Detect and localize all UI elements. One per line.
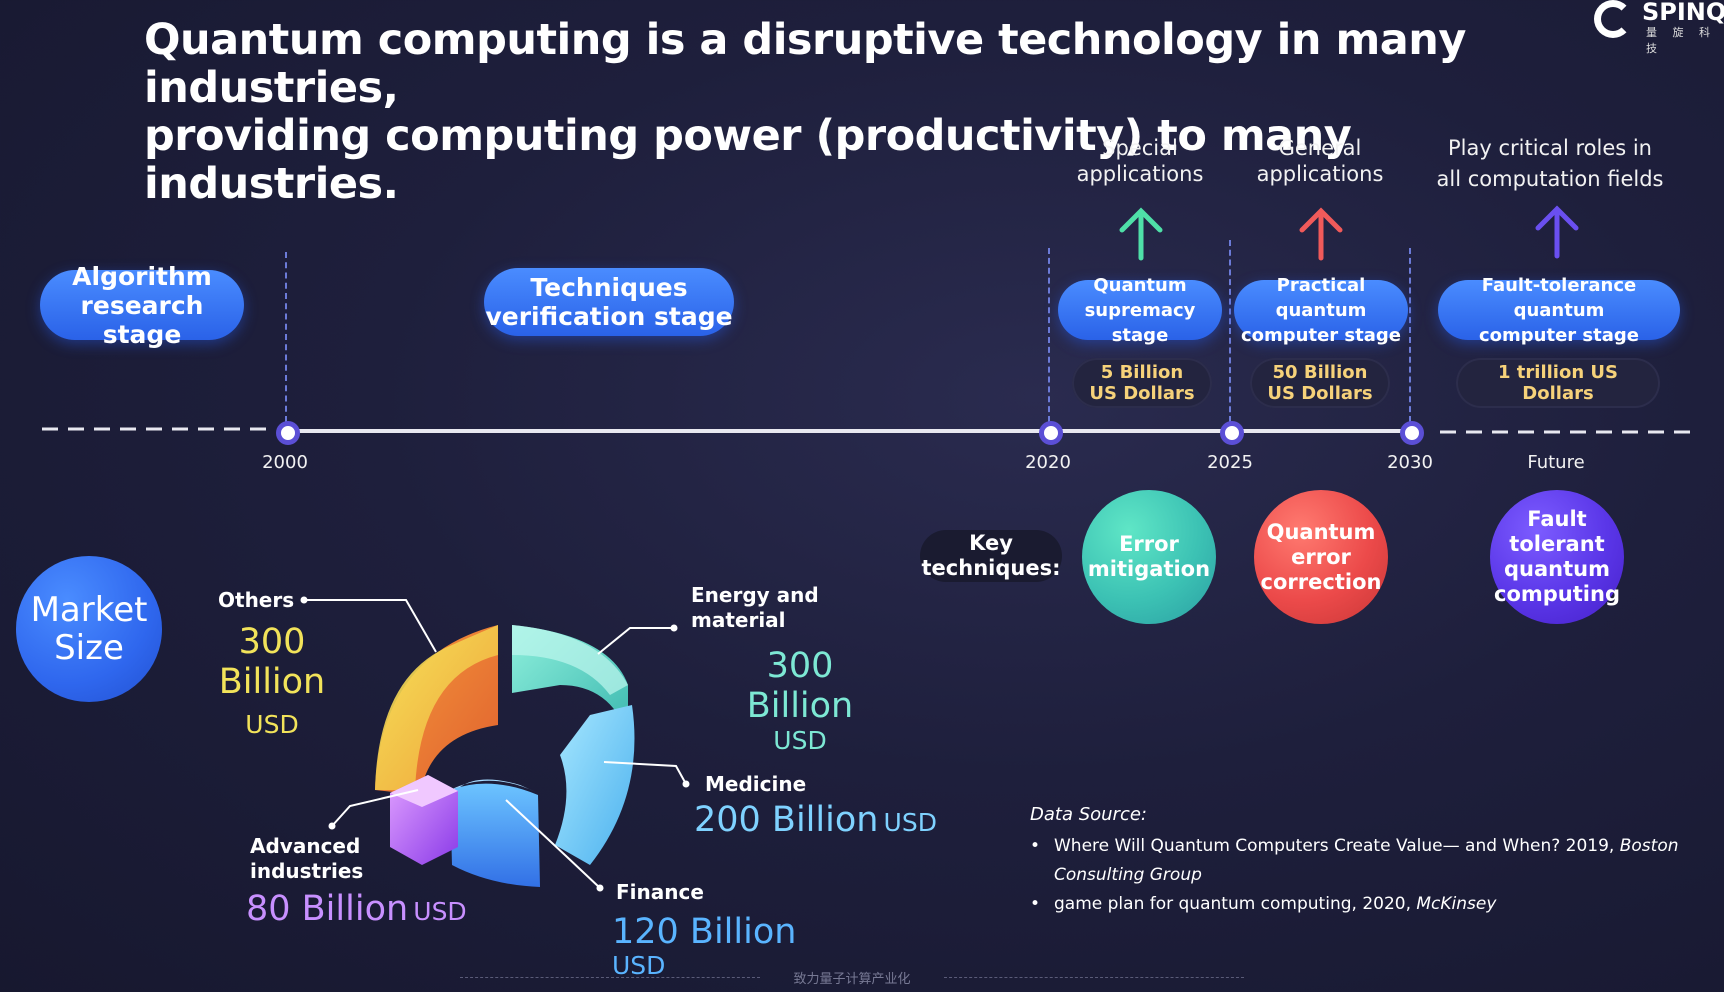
segment-value-others: 300 Billion USD (218, 622, 326, 739)
application-label-critical: Play critical roles in all computation f… (1436, 136, 1664, 191)
year-label-2030: 2030 (1387, 452, 1433, 473)
segment-value-advanced-industries: 80 Billion USD (246, 889, 467, 929)
year-label-2025: 2025 (1207, 452, 1253, 473)
data-source-list: • Where Will Quantum Computers Create Va… (1030, 832, 1690, 919)
green-up-arrow-icon (1119, 207, 1163, 261)
technique-fault-tolerant-quantum-computing: Fault tolerant quantum computing (1490, 490, 1624, 624)
market-size-ring-chart (375, 625, 635, 887)
logo-name: SPINQ (1642, 0, 1724, 26)
footer-text: 致力量子计算产业化 (793, 972, 911, 987)
application-label-general: General applications (1256, 136, 1384, 186)
year-label-2000: 2000 (262, 452, 308, 473)
year-label-future: Future (1527, 452, 1585, 473)
logo-subtitle: 量 旋 科 技 (1646, 26, 1716, 55)
timeline-node-2000 (276, 421, 300, 445)
timeline-node-2020 (1039, 421, 1063, 445)
ring-segment-medicine (555, 705, 635, 865)
segment-value-energy-material: 300 Billion USD (746, 646, 854, 755)
guide-line-2025 (1229, 240, 1231, 422)
timeline (42, 427, 1700, 434)
company-logo: SPINQ 量 旋 科 技 (1594, 0, 1724, 55)
key-techniques-label: Key techniques: (920, 530, 1062, 582)
market-value-50-billion: 50 Billion US Dollars (1250, 358, 1390, 408)
timeline-node-2030 (1400, 421, 1424, 445)
guide-line-2030 (1409, 248, 1411, 422)
guide-line-2020 (1048, 248, 1050, 422)
technique-quantum-error-correction: Quantum error correction (1254, 490, 1388, 624)
purple-up-arrow-icon (1535, 205, 1579, 259)
red-up-arrow-icon (1299, 207, 1343, 261)
segment-name-energy-material: Energy and material (691, 583, 819, 632)
segment-name-finance: Finance (616, 880, 704, 904)
title-line-2: providing computing power (productivity)… (144, 111, 1352, 209)
ring-segment-finance (450, 783, 540, 887)
data-source-item: • Where Will Quantum Computers Create Va… (1030, 836, 1679, 885)
segment-name-others: Others (218, 588, 295, 612)
logo-mark-icon (1594, 0, 1632, 38)
market-value-5-billion: 5 Billion US Dollars (1072, 358, 1212, 408)
data-source-label: Data Source: (1030, 804, 1147, 825)
timeline-node-2025 (1220, 421, 1244, 445)
page-title: Quantum computing is a disruptive techno… (144, 16, 1584, 208)
market-size-title: Market Size (16, 556, 162, 702)
stage-techniques-verification: Techniques verification stage (484, 268, 734, 336)
year-label-2020: 2020 (1025, 452, 1071, 473)
footer: 致力量子计算产业化 (460, 968, 1244, 988)
stage-fault-tolerance-quantum-computer: Fault-tolerance quantum computer stage (1438, 275, 1680, 346)
stage-practical-quantum-computer: Practical quantum computer stage (1234, 275, 1408, 346)
segment-name-advanced-industries: Advanced industries (250, 834, 364, 883)
segment-value-medicine: 200 Billion USD (694, 800, 937, 840)
segment-name-medicine: Medicine (705, 772, 807, 796)
segment-value-finance: 120 Billion USD (612, 912, 797, 980)
stage-quantum-supremacy: Quantum supremacy stage (1058, 275, 1222, 346)
technique-error-mitigation: Error mitigation (1082, 490, 1216, 624)
application-label-special: Special applications (1076, 136, 1204, 186)
market-value-1-trillion: 1 trillion US Dollars (1456, 358, 1660, 408)
guide-line-2000 (285, 252, 287, 422)
data-source-item: • game plan for quantum computing, 2020,… (1030, 894, 1497, 914)
title-line-1: Quantum computing is a disruptive techno… (144, 15, 1466, 113)
stage-algorithm-research: Algorithm research stage (40, 262, 244, 349)
